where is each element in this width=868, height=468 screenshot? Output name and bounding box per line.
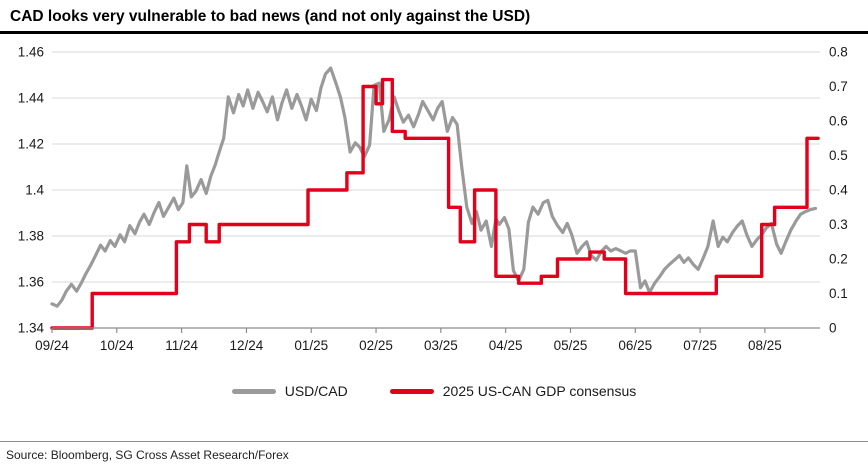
right-axis-tick-label: 0.5 [829,148,848,163]
legend-line-swatch [389,388,434,394]
source-footer: Source: Bloomberg, SG Cross Asset Resear… [0,441,868,468]
legend-label: USD/CAD [284,383,348,399]
x-axis-tick-label: 05/25 [554,338,588,353]
x-axis-tick-label: 06/25 [618,338,652,353]
x-axis-tick-label: 02/25 [359,338,393,353]
right-axis-tick-label: 0.2 [829,252,848,267]
x-axis-tick-label: 08/25 [748,338,782,353]
source-text: Source: Bloomberg, SG Cross Asset Resear… [6,448,289,462]
right-axis-tick-label: 0.1 [829,286,848,301]
x-axis-tick-label: 07/25 [683,338,717,353]
x-axis-tick-label: 01/25 [294,338,328,353]
right-axis-tick-label: 0.7 [829,79,848,94]
x-axis-tick-label: 04/25 [489,338,523,353]
legend-label: 2025 US-CAN GDP consensus [442,383,637,399]
left-axis-tick-label: 1.42 [18,137,44,152]
x-axis-tick-label: 09/24 [35,338,69,353]
chart-header: CAD looks very vulnerable to bad news (a… [0,0,868,34]
chart-legend: USD/CAD 2025 US-CAN GDP consensus [0,374,868,408]
left-axis-tick-label: 1.34 [18,321,45,336]
right-axis-tick-label: 0.8 [829,45,848,60]
right-axis-tick-label: 0.6 [829,114,848,129]
legend-line-swatch [231,388,276,394]
x-axis-tick-label: 11/24 [165,338,198,353]
left-axis-tick-label: 1.38 [18,229,44,244]
x-axis-tick-label: 10/24 [100,338,134,353]
right-axis-tick-label: 0.3 [829,217,848,232]
x-axis-tick-label: 03/25 [424,338,458,353]
legend-item: USD/CAD [231,383,348,399]
legend-item: 2025 US-CAN GDP consensus [389,383,637,399]
left-axis-tick-label: 1.4 [25,183,44,198]
left-axis-tick-label: 1.46 [18,45,44,60]
left-axis-tick-label: 1.36 [18,275,44,290]
left-axis-tick-label: 1.44 [18,91,45,106]
chart-svg: 1.34 1.36 1.38 1.4 1.42 1.44 1.46 0 0.1 0.2 0.3 0.4… [18,45,849,354]
right-axis-tick-label: 0 [829,321,837,336]
right-axis-tick-label: 0.4 [829,183,848,198]
chart-title: CAD looks very vulnerable to bad news (a… [10,8,531,25]
x-axis-tick-label: 12/24 [230,338,264,353]
